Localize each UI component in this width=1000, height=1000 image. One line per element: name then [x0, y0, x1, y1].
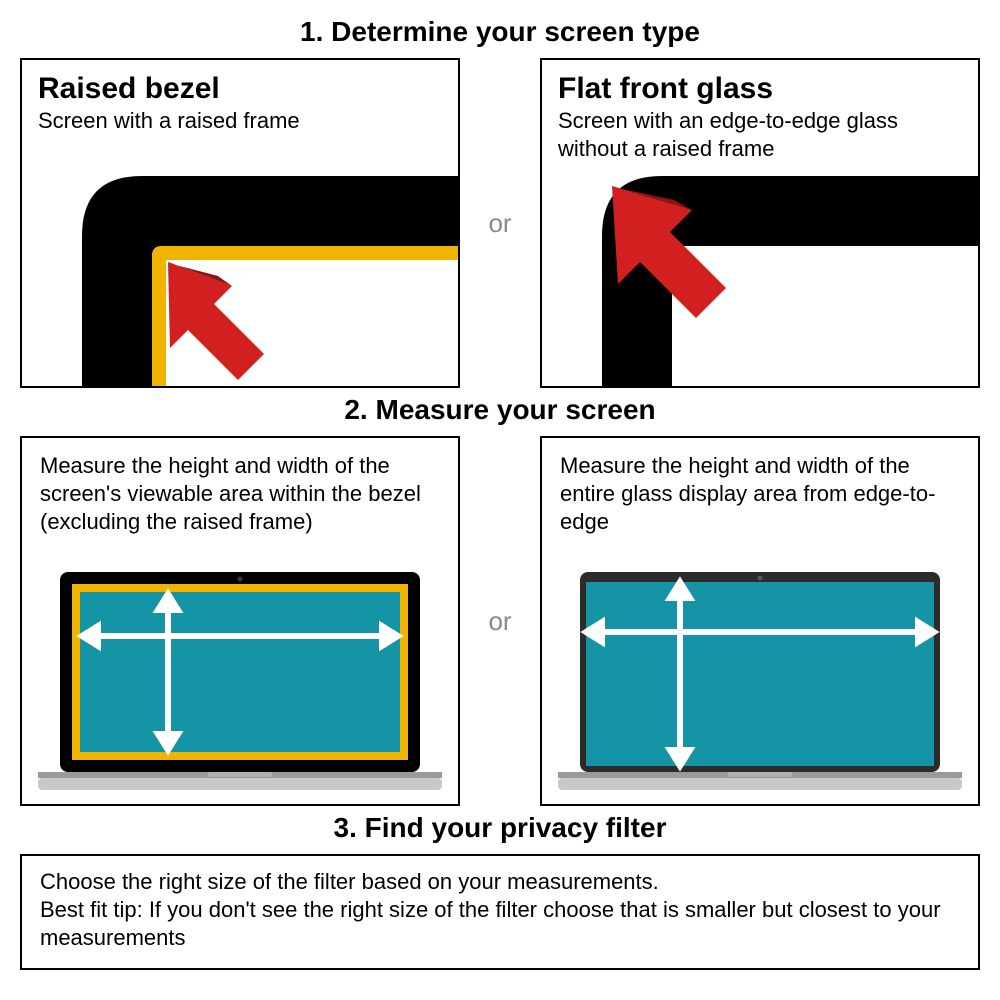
step3-desc: Choose the right size of the filter base…	[40, 868, 960, 952]
step1-heading: 1. Determine your screen type	[20, 16, 980, 48]
laptop-flat-glass	[558, 572, 962, 792]
laptop-raised-bezel	[38, 572, 442, 792]
step1-card-raised-bezel: Raised bezel Screen with a raised frame	[20, 58, 460, 388]
step1-right-subtitle: Screen with an edge-to-edge glass withou…	[558, 107, 962, 162]
step2-card-right: Measure the height and width of the enti…	[540, 436, 980, 806]
step1-left-title: Raised bezel	[38, 72, 442, 105]
step2-or-label: or	[472, 606, 528, 637]
step2-card-left: Measure the height and width of the scre…	[20, 436, 460, 806]
step3-row: Choose the right size of the filter base…	[20, 854, 980, 970]
step3-heading: 3. Find your privacy filter	[20, 812, 980, 844]
step1-row: Raised bezel Screen with a raised frame …	[20, 58, 980, 388]
step3-card: Choose the right size of the filter base…	[20, 854, 980, 970]
step1-left-subtitle: Screen with a raised frame	[38, 107, 442, 135]
step1-right-title: Flat front glass	[558, 72, 962, 105]
step1-or-label: or	[472, 208, 528, 239]
step1-card-flat-glass: Flat front glass Screen with an edge-to-…	[540, 58, 980, 388]
flat-glass-diagram	[542, 176, 978, 386]
step2-right-desc: Measure the height and width of the enti…	[560, 452, 960, 536]
step2-left-desc: Measure the height and width of the scre…	[40, 452, 440, 536]
raised-bezel-diagram	[22, 176, 458, 386]
step2-row: Measure the height and width of the scre…	[20, 436, 980, 806]
arrow-icon	[168, 262, 264, 380]
step2-heading: 2. Measure your screen	[20, 394, 980, 426]
